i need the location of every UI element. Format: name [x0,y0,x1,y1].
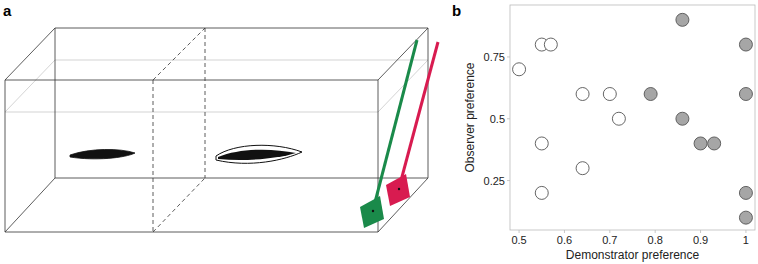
y-tick-label: 0.75 [484,51,505,63]
x-tick-label: 0.7 [602,234,617,246]
x-tick-label: 0.9 [693,234,708,246]
point [644,88,657,101]
x-tick-label: 0.5 [511,234,526,246]
point [694,137,707,150]
tank-edge [5,28,55,80]
paddle-dot [372,210,374,212]
green-stick [373,40,417,210]
point [739,211,752,224]
tank-edge [5,80,378,81]
divider [153,28,205,80]
x-tick-label: 0.8 [648,234,663,246]
panel-label: b [452,2,461,19]
y-axis-title: Observer preference [463,62,477,172]
point [676,112,689,125]
fish-small [70,149,135,158]
point [513,63,526,76]
point [544,38,557,51]
x-tick [519,230,520,233]
x-tick-label: 1 [743,234,749,246]
panel-label: a [3,2,12,19]
tank-edge [428,28,429,178]
green-paddle [360,196,384,228]
point [603,88,616,101]
y-tick [507,56,510,57]
x-tick [655,230,656,233]
y-tick-label: 0.5 [490,113,505,125]
red-paddle [386,174,410,206]
tank-edge [378,28,428,80]
point [708,137,721,150]
point [676,13,689,26]
tank-edge [5,232,378,233]
x-axis-title: Demonstrator preference [566,248,700,262]
x-tick [609,230,610,233]
x-tick [564,230,565,233]
tank-edge [55,28,428,29]
point [739,88,752,101]
water-line [55,60,428,61]
tank-edge [5,80,6,232]
point [535,137,548,150]
paddle-dot [398,188,400,190]
tank-edge [5,178,55,232]
divider [205,28,206,178]
divider [153,80,154,232]
point [535,186,548,199]
plot-frame [510,5,755,230]
y-tick [507,118,510,119]
tank-edge [55,28,56,178]
water-line [5,60,55,112]
divider [153,178,205,232]
point [612,112,625,125]
points [513,13,753,224]
water-line [5,112,378,113]
red-stick [399,42,438,188]
x-tick [745,230,746,233]
point [739,38,752,51]
tank-diagram [5,28,438,232]
point [576,162,589,175]
point [739,186,752,199]
y-tick-label: 0.25 [484,175,505,187]
x-tick [700,230,701,233]
point [576,88,589,101]
x-tick-label: 0.6 [557,234,572,246]
fish-large [218,150,296,160]
tank-edge [55,178,428,179]
y-tick [507,180,510,181]
fish-large-outline [216,145,302,163]
